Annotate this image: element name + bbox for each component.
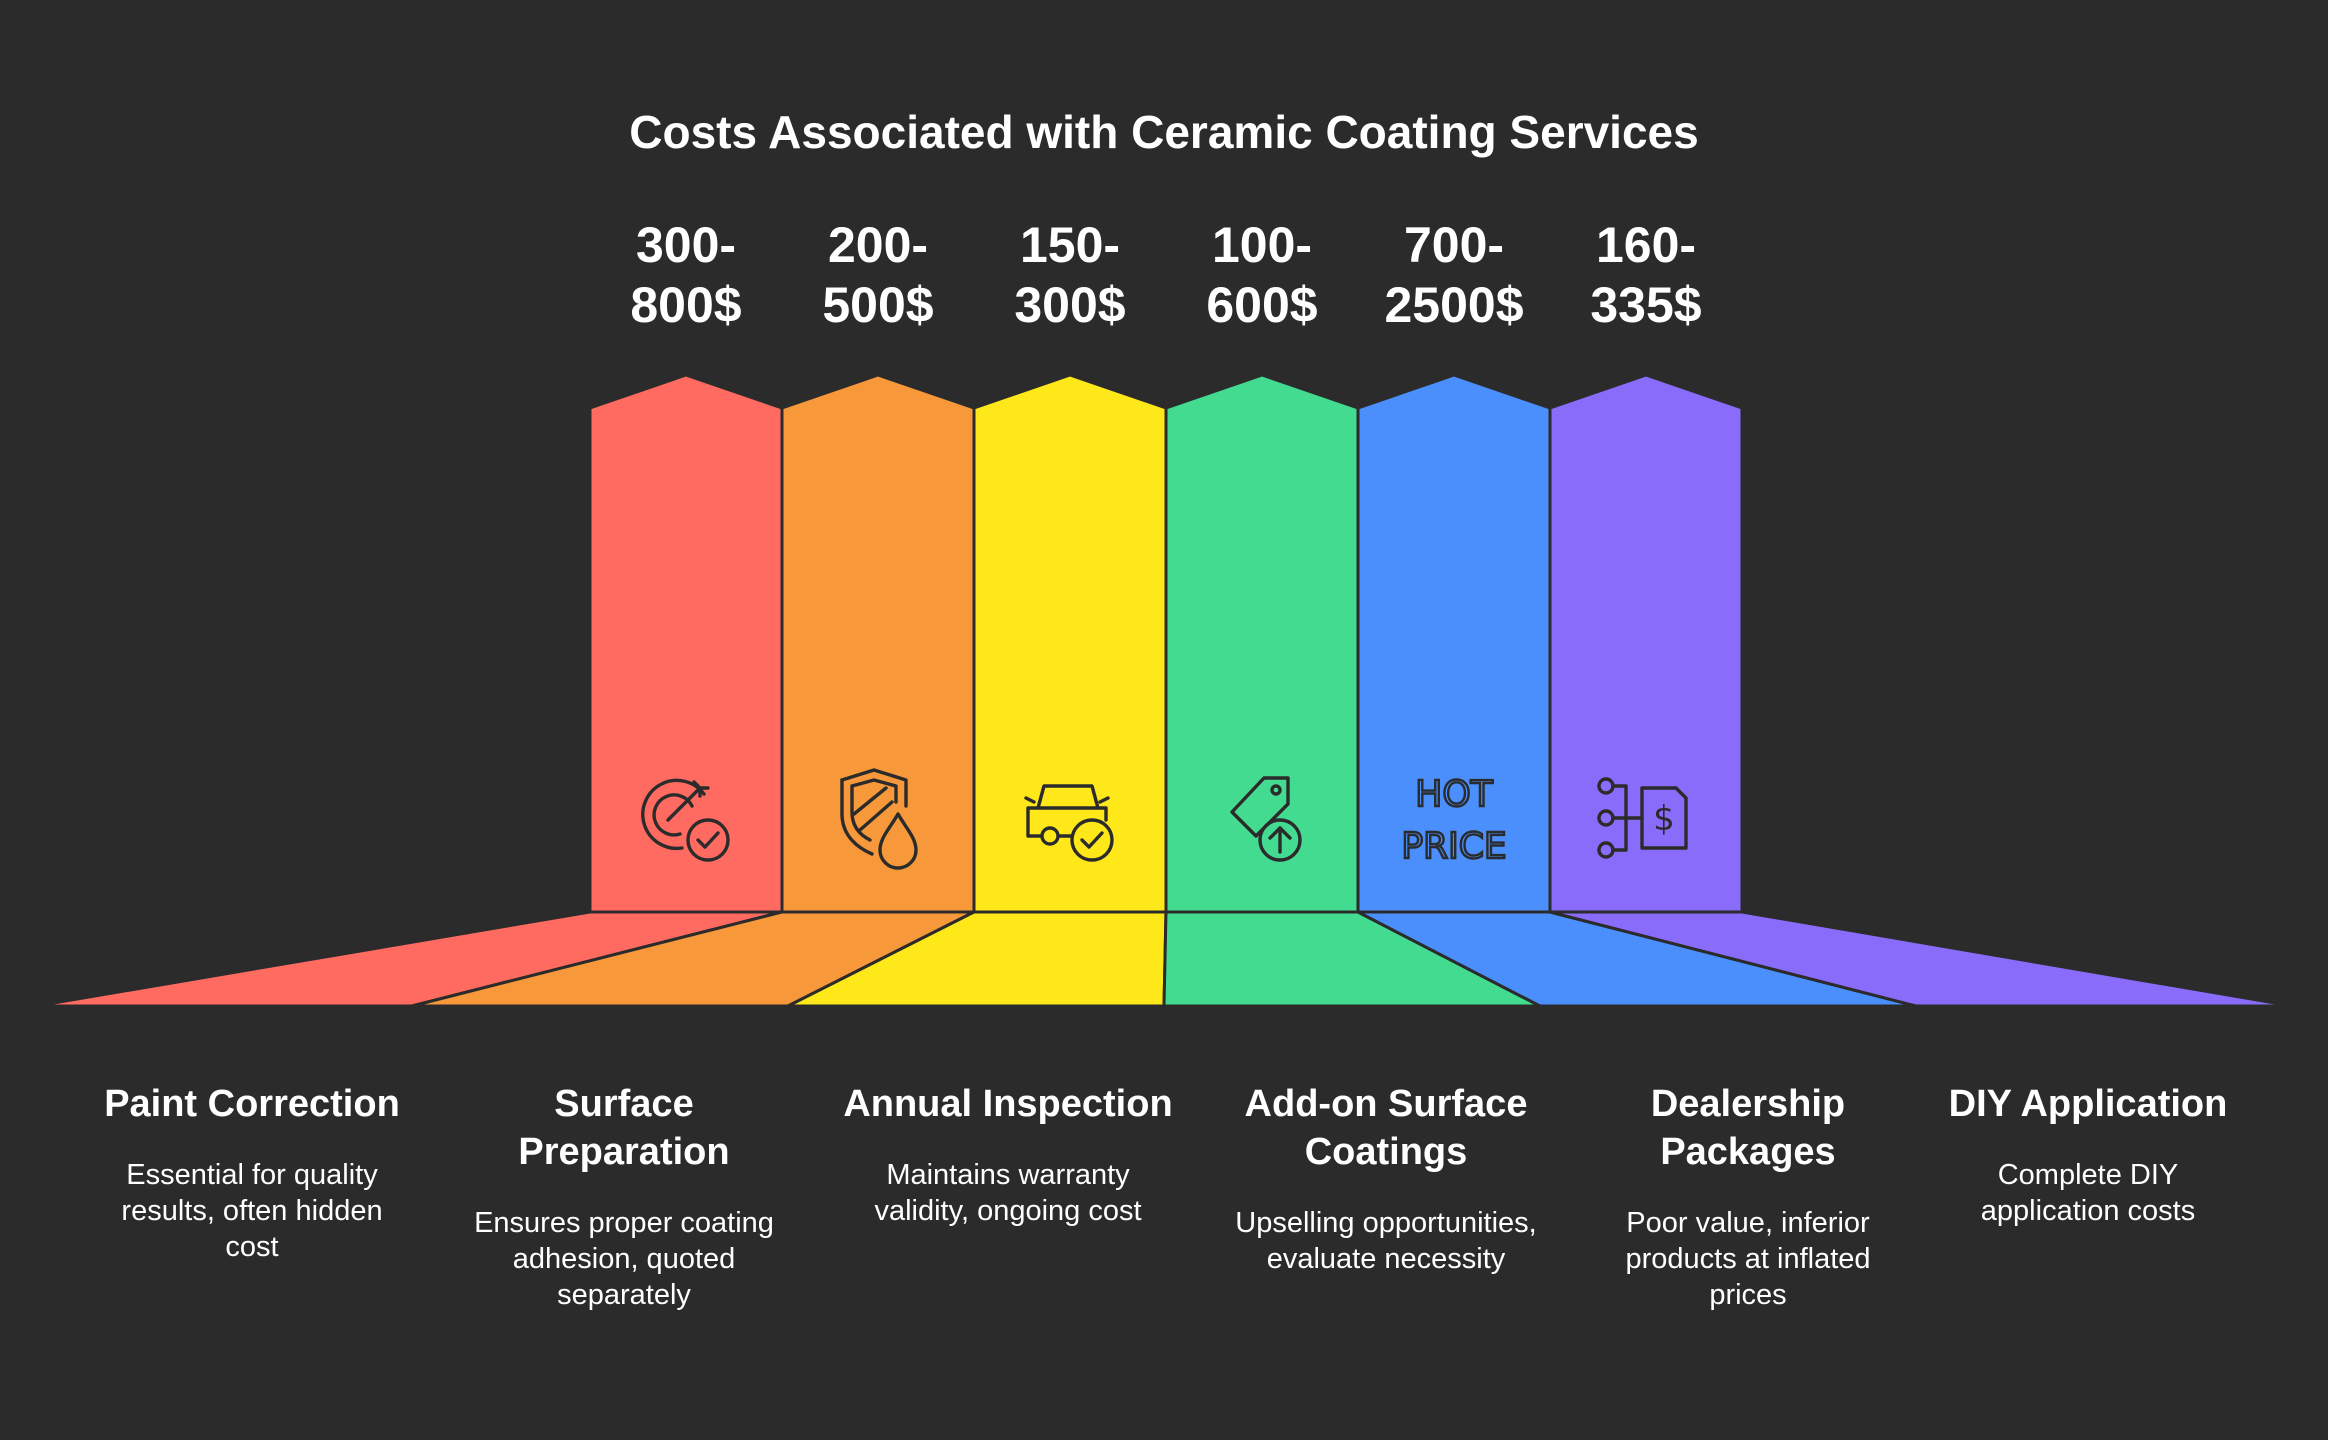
car-check-icon: [1024, 784, 1114, 862]
shield-drop-icon: [840, 768, 918, 870]
price-column: [1548, 373, 1744, 914]
item-description: Complete DIY application costs: [1981, 1159, 2195, 1227]
item-description: Essential for quality results, often hidd…: [121, 1159, 382, 1263]
price-line: 150-: [1020, 217, 1120, 273]
price-line: 800$: [630, 277, 741, 333]
price-range: 100-600$: [1206, 217, 1317, 333]
item-title: Surface Preparation: [518, 1083, 729, 1173]
icon-caption: HOT: [1415, 774, 1493, 815]
flow-dollar-doc-icon: $: [1597, 777, 1688, 859]
item-block: Paint Correction Essential for quality res…: [104, 1083, 400, 1263]
item-block: Annual Inspection Maintains warranty valid…: [843, 1083, 1172, 1227]
price-columns: [588, 373, 1744, 914]
diagram-title: Costs Associated with Ceramic Coating Se…: [629, 106, 1698, 158]
price-column: [1164, 373, 1360, 914]
price-line: 200-: [828, 217, 928, 273]
item-title: Add-on Surface Coatings: [1245, 1083, 1528, 1173]
item-title: Dealership Packages: [1651, 1083, 1845, 1173]
item-labels: Paint Correction Essential for quality res…: [104, 1083, 2227, 1311]
item-description: Maintains warranty validity, ongoing cost: [874, 1159, 1141, 1227]
item-block: Surface Preparation Ensures proper coating…: [474, 1083, 774, 1311]
column-icons: HOT PRICE $: [641, 768, 1688, 870]
item-description: Upselling opportunities, evaluate necessi…: [1235, 1207, 1536, 1275]
price-range: 160-335$: [1590, 217, 1701, 333]
price-range: 200-500$: [822, 217, 933, 333]
tag-arrow-up-icon: [1230, 776, 1302, 862]
price-column: [972, 373, 1168, 914]
price-line: 100-: [1212, 217, 1312, 273]
item-description: Ensures proper coating adhesion, quoted se…: [474, 1207, 774, 1311]
dollar-sign: $: [1653, 799, 1675, 839]
item-block: DIY Application Complete DIY application c…: [1949, 1083, 2228, 1227]
item-title: Annual Inspection: [843, 1083, 1172, 1125]
item-title: DIY Application: [1949, 1083, 2228, 1125]
fan-segments: [34, 910, 2294, 1008]
price-column: [780, 373, 976, 914]
price-line: 500$: [822, 277, 933, 333]
price-range: 150-300$: [1014, 217, 1125, 333]
price-range: 700-2500$: [1384, 217, 1523, 333]
price-line: 2500$: [1384, 277, 1523, 333]
price-line: 300-: [636, 217, 736, 273]
price-range: 300-800$: [630, 217, 741, 333]
price-line: 700-: [1404, 217, 1504, 273]
price-line: 300$: [1014, 277, 1125, 333]
item-description: Poor value, inferior products at inflated…: [1625, 1207, 1870, 1311]
target-check-icon: [641, 778, 730, 862]
item-block: Add-on Surface Coatings Upselling opportun…: [1235, 1083, 1536, 1275]
price-line: 160-: [1596, 217, 1696, 273]
item-block: Dealership Packages Poor value, inferior pr…: [1625, 1083, 1870, 1311]
hot-price-icon: HOT PRICE: [1400, 773, 1508, 868]
item-title: Paint Correction: [104, 1083, 400, 1125]
price-line: 335$: [1590, 277, 1701, 333]
price-line: 600$: [1206, 277, 1317, 333]
icon-caption: PRICE: [1401, 826, 1506, 867]
price-column: [1356, 373, 1552, 914]
price-labels: 300-800$ 200-500$ 150-300$ 100-600$ 700-2500…: [630, 217, 1701, 333]
price-column: [588, 373, 784, 914]
